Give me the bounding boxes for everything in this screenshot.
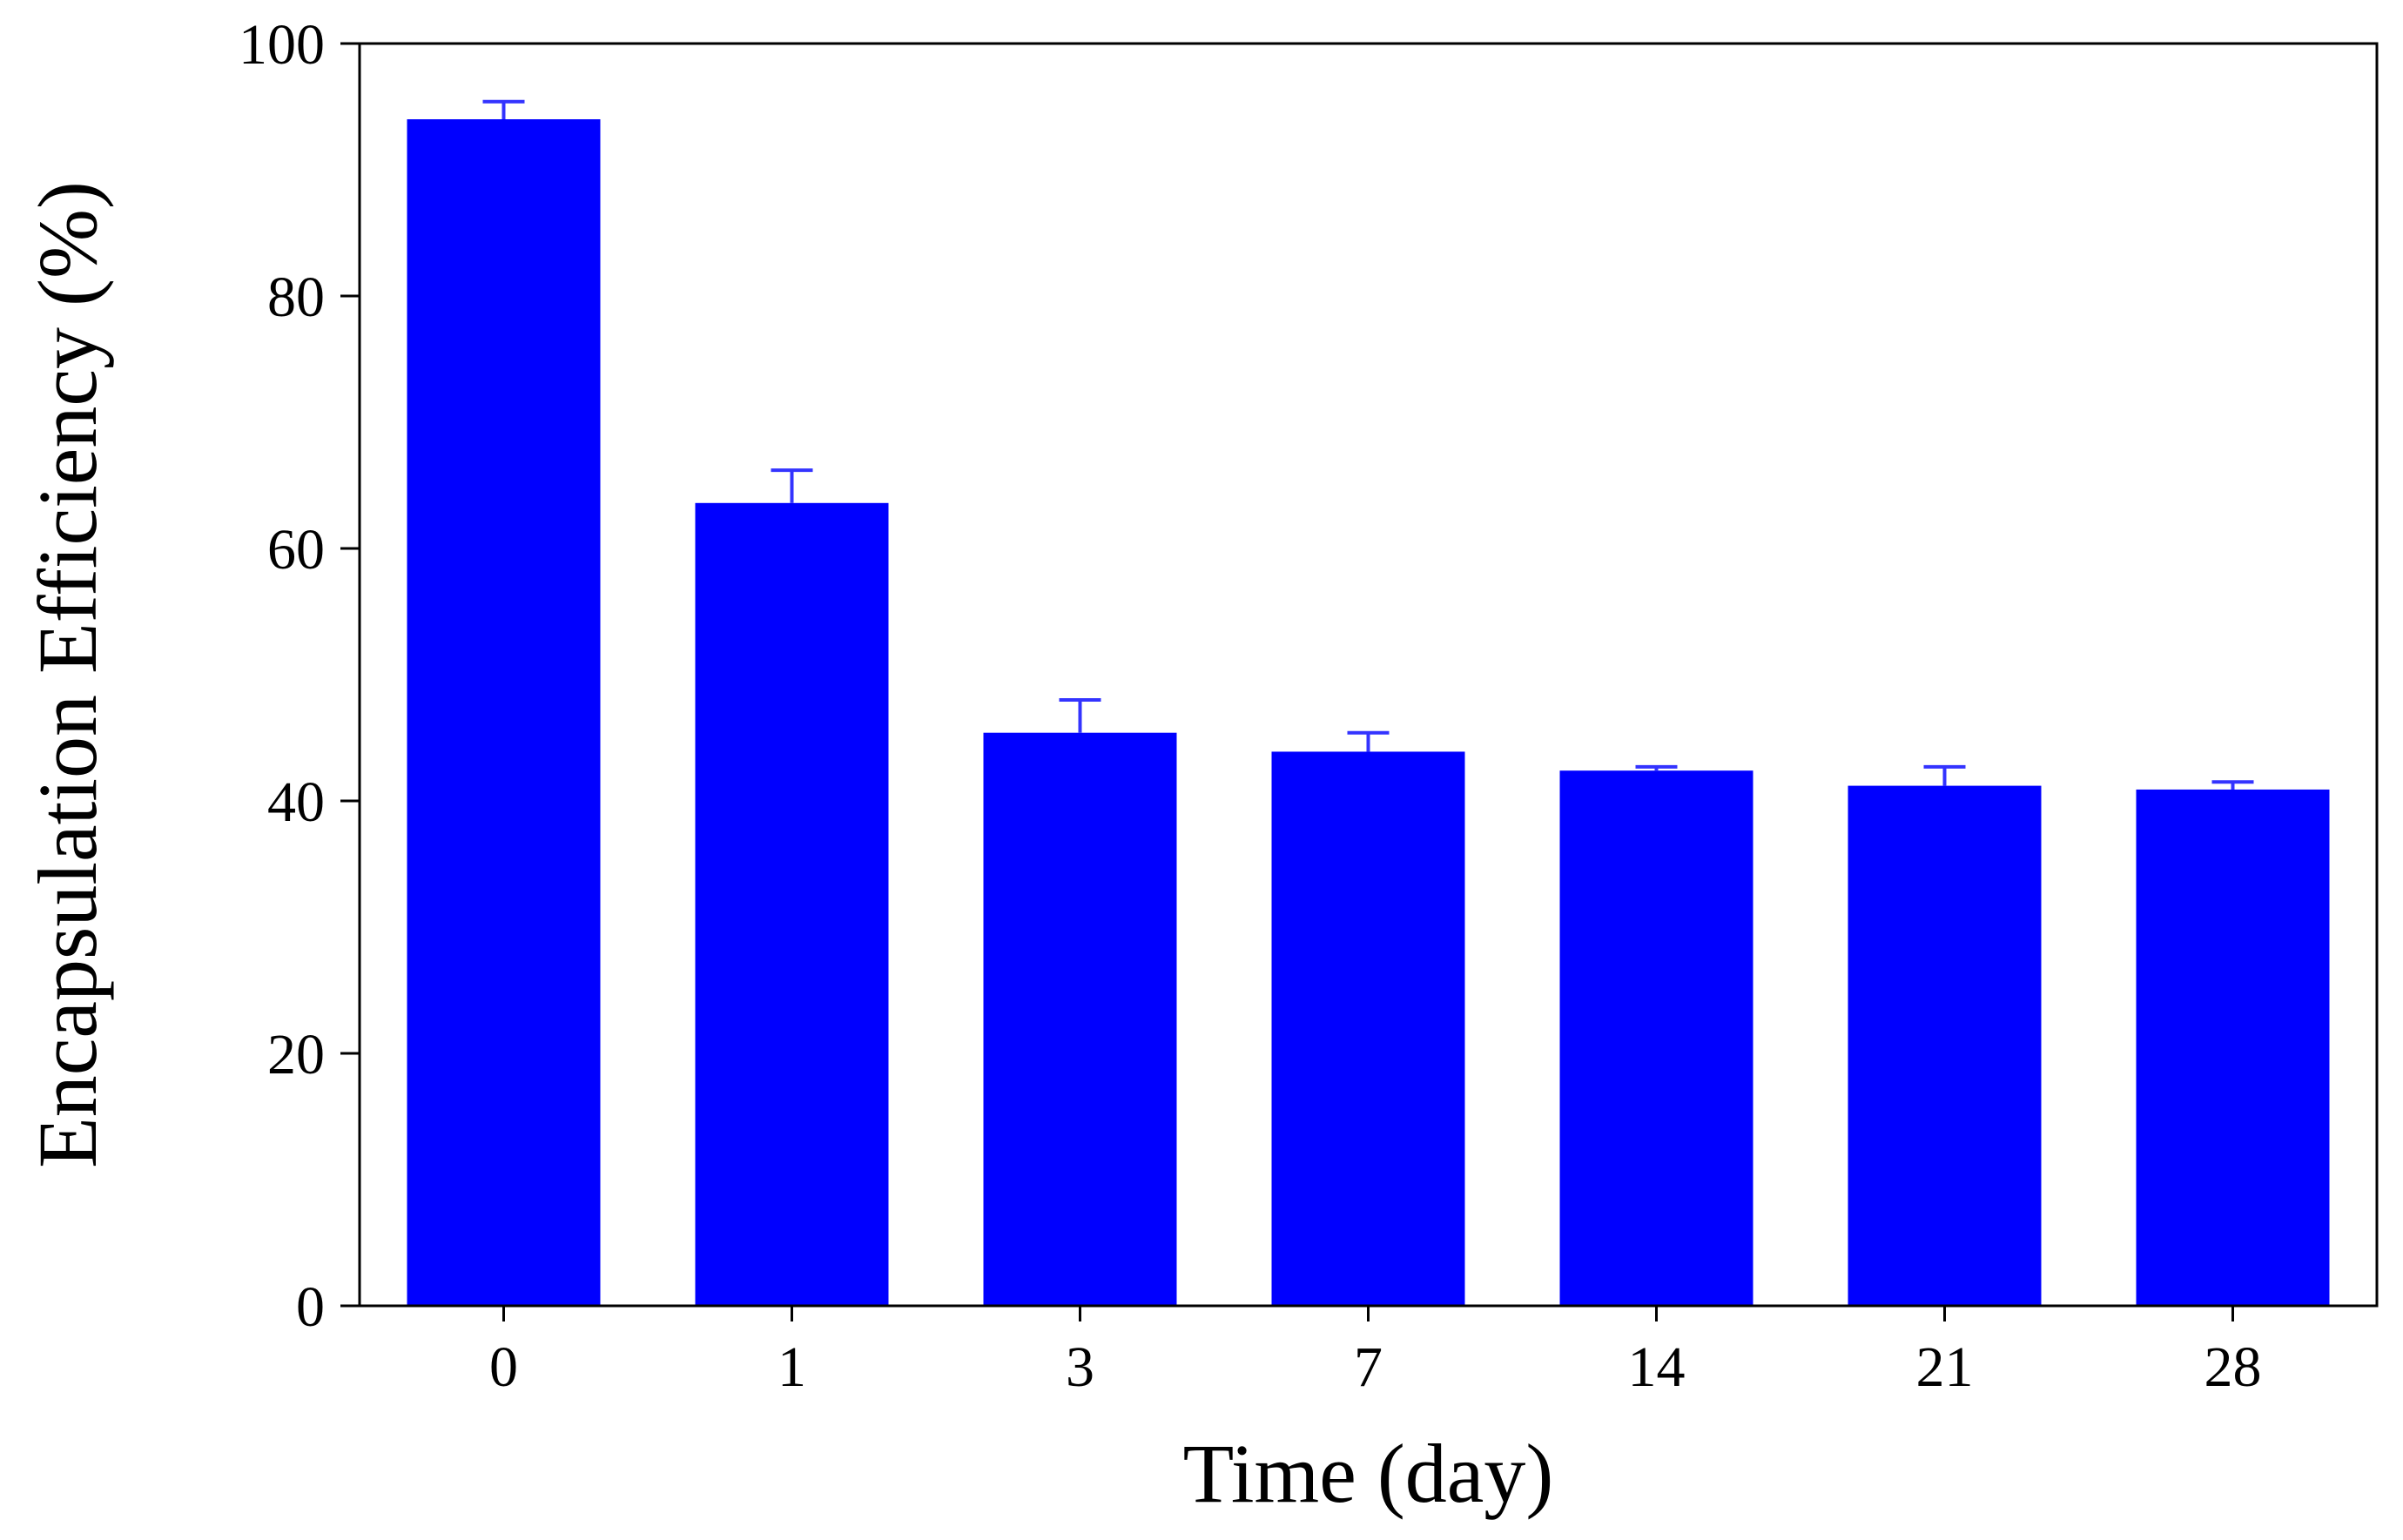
x-tick-label: 0 [489, 1335, 518, 1399]
y-tick-label: 60 [267, 518, 325, 582]
error-bar-day-28 [2211, 780, 2254, 790]
x-tick-label: 7 [1354, 1335, 1383, 1399]
bar-day-28 [2136, 789, 2330, 1306]
bars-layer [407, 119, 2330, 1306]
y-tick-label: 0 [296, 1275, 325, 1339]
y-tick-label: 80 [267, 266, 325, 329]
error-bar-day-7 [1347, 730, 1390, 752]
error-bars-layer [482, 99, 2254, 790]
x-tick-label: 28 [2204, 1335, 2262, 1399]
y-axis: 0 20 40 60 80 100 [239, 13, 360, 1339]
error-bar-day-0 [482, 99, 525, 119]
error-bar-day-3 [1059, 698, 1101, 733]
x-tick-label: 1 [777, 1335, 806, 1399]
y-axis-title: Encapsulation Efficiency (%) [21, 181, 114, 1168]
x-tick-label: 14 [1628, 1335, 1686, 1399]
bar-day-1 [695, 502, 889, 1306]
error-bar-day-21 [1923, 764, 1966, 786]
x-axis: 0 1 3 7 14 21 28 [489, 1306, 2262, 1399]
bar-day-21 [1848, 785, 2042, 1306]
x-tick-label: 21 [1916, 1335, 1974, 1399]
y-tick-label: 40 [267, 770, 325, 834]
y-tick-label: 100 [239, 13, 325, 77]
bar-day-14 [1559, 770, 1753, 1306]
error-bar-day-1 [771, 468, 813, 503]
bar-day-3 [983, 732, 1177, 1306]
x-tick-label: 3 [1066, 1335, 1094, 1399]
y-tick-label: 20 [267, 1023, 325, 1086]
x-axis-title: Time (day) [1183, 1427, 1554, 1520]
bar-day-7 [1271, 751, 1465, 1306]
error-bar-day-14 [1635, 764, 1678, 771]
bar-day-0 [407, 119, 601, 1306]
